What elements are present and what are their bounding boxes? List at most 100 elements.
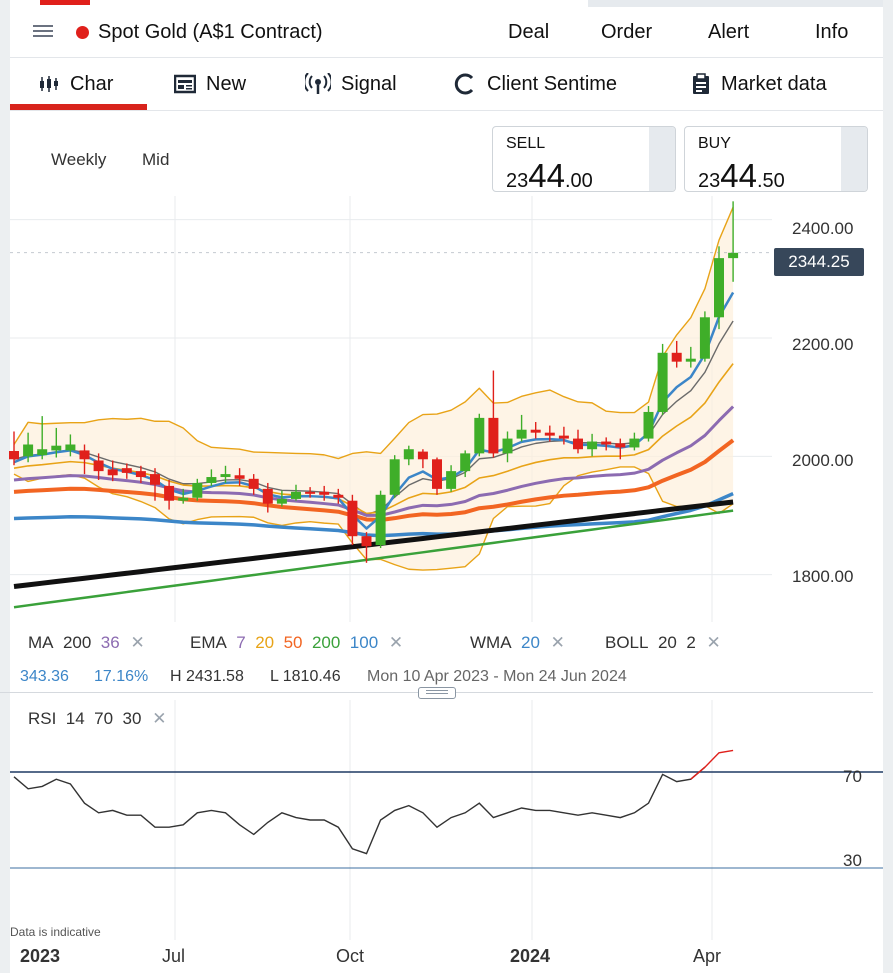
candle-body	[107, 469, 118, 476]
candle-body	[93, 460, 104, 472]
tab-client-sentiment[interactable]: Client Sentime	[453, 59, 617, 109]
candle-body	[615, 443, 626, 448]
price-type-selector[interactable]: Mid	[142, 150, 170, 169]
sentiment-gauge-icon	[454, 73, 474, 95]
change-percent: 17.16%	[94, 668, 149, 685]
candle-body	[488, 417, 499, 454]
ema-20-line	[13, 363, 734, 515]
rsi-legend[interactable]: RSI 14 70 30 ✕	[28, 709, 167, 728]
candle-body	[150, 474, 160, 485]
candle-body	[530, 429, 541, 433]
tab-bar: Char New Signal Client Sentim	[10, 59, 883, 111]
candle-body	[262, 488, 273, 504]
close-icon[interactable]: ✕	[550, 633, 565, 652]
candle-body	[220, 474, 231, 478]
candle-body	[460, 453, 471, 472]
candle-body	[9, 451, 19, 460]
candle-body	[474, 417, 485, 454]
alert-button[interactable]: Alert	[708, 21, 750, 43]
tab-news[interactable]: New	[174, 59, 246, 109]
active-tab-indicator	[10, 104, 147, 110]
sell-price: 2344.00	[506, 157, 593, 192]
sell-label: SELL	[506, 135, 546, 152]
menu-icon[interactable]	[33, 22, 53, 42]
ema-200-line	[13, 509, 734, 609]
tab-market-data[interactable]: Market data	[691, 59, 827, 109]
candle-body	[671, 352, 682, 362]
candle-body	[121, 468, 132, 473]
candle-body	[714, 258, 724, 318]
tab-signal[interactable]: Signal	[305, 59, 397, 109]
candle-body	[276, 498, 287, 504]
candle-body	[657, 352, 668, 412]
wma-legend[interactable]: WMA 20 ✕	[470, 633, 565, 652]
bollinger-upper-line	[13, 206, 734, 460]
wma-20-line	[13, 291, 735, 530]
buy-label: BUY	[698, 135, 731, 152]
time-axis-label: 2023	[20, 946, 61, 966]
candle-body	[79, 450, 90, 460]
interval-selector[interactable]: Weekly	[51, 150, 107, 169]
buy-side-panel	[841, 127, 867, 191]
candle-body	[51, 445, 62, 451]
candle-body	[544, 432, 555, 436]
order-button[interactable]: Order	[601, 21, 653, 43]
sell-button[interactable]: SELL 2344.00	[492, 126, 676, 192]
tab-label: Char	[70, 72, 114, 95]
close-icon[interactable]: ✕	[130, 633, 145, 652]
ma-legend[interactable]: MA 200 36 ✕	[28, 633, 145, 652]
change-value: 343.36	[20, 668, 69, 685]
deal-button[interactable]: Deal	[508, 21, 550, 43]
candle-body	[643, 411, 654, 439]
candle-body	[361, 536, 372, 547]
time-axis-label: Oct	[336, 946, 365, 966]
candle-body	[23, 444, 34, 457]
candle-body	[37, 449, 48, 456]
ema-50-line	[13, 438, 735, 522]
tab-label: Market data	[721, 72, 827, 95]
tab-label: Client Sentime	[487, 72, 618, 95]
instrument-header: Spot Gold (A$1 Contract) Deal Order Aler…	[10, 8, 883, 58]
period-high: H 2431.58	[170, 668, 244, 685]
info-button[interactable]: Info	[815, 21, 849, 43]
close-icon[interactable]: ✕	[388, 633, 404, 652]
boll-legend[interactable]: BOLL 20 2 ✕	[605, 633, 721, 652]
candle-body	[206, 477, 217, 483]
candle-body	[432, 459, 442, 489]
close-icon[interactable]: ✕	[706, 633, 721, 652]
ema-legend[interactable]: EMA 7 20 50 200 100 ✕	[190, 633, 404, 652]
candle-body	[248, 478, 259, 489]
candle-body	[291, 491, 301, 499]
current-price-tag: 2344.25	[774, 248, 864, 276]
candle-body	[417, 451, 428, 460]
candlestick-chart-icon	[40, 76, 58, 92]
candle-body	[347, 500, 358, 537]
candle-body	[587, 441, 598, 450]
candle-body	[728, 252, 739, 259]
tab-label: Signal	[341, 72, 397, 95]
price-axis-label: 2400.00	[792, 219, 854, 238]
candle-body	[375, 494, 386, 546]
time-axis-label: 2024	[510, 946, 551, 966]
candle-body	[516, 429, 527, 439]
candle-body	[699, 317, 710, 359]
close-icon[interactable]: ✕	[152, 709, 167, 728]
tab-chart[interactable]: Char	[38, 59, 113, 109]
newspaper-icon	[174, 74, 196, 94]
candle-body	[685, 358, 696, 362]
disclaimer: Data is indicative	[10, 925, 101, 939]
buy-button[interactable]: BUY 2344.50	[684, 126, 868, 192]
candle-body	[573, 438, 583, 450]
rsi-level-label: 30	[843, 851, 862, 870]
price-axis-label: 2000.00	[792, 451, 854, 470]
panel-resize-handle[interactable]	[418, 687, 456, 699]
price-axis-label: 2200.00	[792, 335, 854, 354]
ema-100-line	[13, 492, 734, 538]
candle-body	[319, 491, 330, 495]
candle-body	[192, 482, 203, 498]
signal-broadcast-icon	[305, 73, 331, 94]
candle-body	[305, 491, 316, 494]
time-axis-label: Apr	[693, 946, 722, 966]
candle-body	[629, 438, 640, 448]
